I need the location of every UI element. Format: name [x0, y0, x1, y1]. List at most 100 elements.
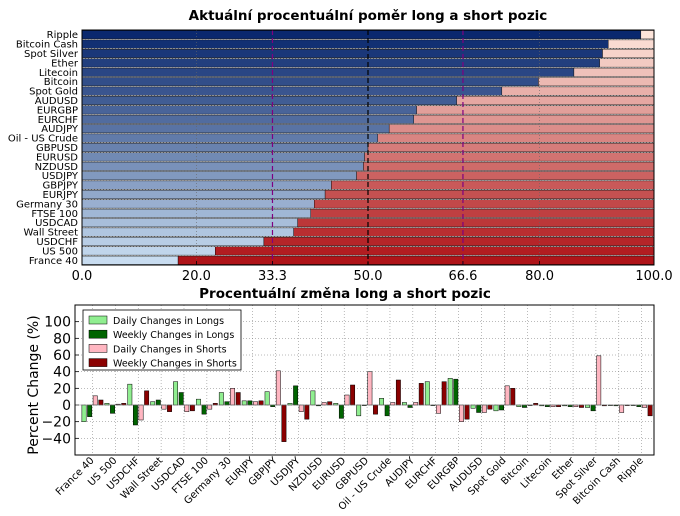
- change-bar: [87, 404, 93, 417]
- x-tick-label: 50.0: [354, 269, 383, 284]
- long-bar: [81, 124, 390, 134]
- short-bar: [356, 171, 655, 181]
- long-bar: [81, 49, 603, 58]
- legend-label: Weekly Changes in Shorts: [113, 359, 237, 370]
- short-bar: [456, 96, 655, 105]
- short-bar: [364, 152, 655, 162]
- change-bar: [184, 404, 190, 412]
- category-label: Ripple: [616, 455, 646, 485]
- long-bar: [81, 161, 364, 171]
- category-label: USDCAD: [35, 218, 78, 229]
- long-bar: [81, 105, 417, 115]
- x-tick-label: 20.0: [182, 269, 211, 284]
- change-bar: [344, 394, 350, 406]
- change-bar: [619, 404, 625, 413]
- y-tick-label: 100: [44, 315, 71, 331]
- short-bar: [602, 49, 655, 58]
- long-bar: [81, 255, 179, 265]
- change-bar: [207, 404, 213, 410]
- long-bar: [81, 86, 503, 96]
- short-bar: [573, 67, 655, 77]
- change-bar: [453, 378, 459, 406]
- change-bar: [458, 404, 464, 422]
- change-bar: [522, 404, 527, 408]
- change-bar: [504, 385, 510, 406]
- bottom-plot-frame: [74, 304, 655, 456]
- change-bar: [373, 404, 378, 415]
- y-tick-label: 80: [53, 331, 71, 347]
- category-label: Oil - US Crude: [8, 134, 78, 145]
- change-bar: [338, 404, 344, 419]
- category-label: EURGBP: [37, 105, 78, 116]
- long-bar: [81, 67, 575, 77]
- legend-label: Weekly Changes in Longs: [113, 330, 234, 341]
- category-label: NZDUSD: [35, 162, 79, 173]
- change-bar: [464, 404, 470, 420]
- change-bar: [178, 392, 184, 406]
- y-tick-label: 20: [53, 381, 71, 397]
- change-bar: [476, 404, 482, 413]
- category-label: EURCHF: [38, 115, 79, 126]
- change-bar: [418, 383, 424, 406]
- change-bar: [275, 370, 281, 406]
- change-bar: [298, 404, 304, 412]
- change-bar: [293, 385, 299, 406]
- long-bar: [81, 199, 315, 209]
- long-bar: [81, 152, 365, 162]
- long-bar: [81, 246, 216, 256]
- legend-swatch: [88, 315, 108, 325]
- change-bar: [481, 404, 487, 413]
- change-bar: [424, 381, 430, 406]
- short-bar: [324, 190, 655, 199]
- short-bar: [640, 30, 655, 40]
- change-bar: [235, 392, 241, 406]
- category-label: EURUSD: [36, 152, 78, 163]
- change-bar: [132, 404, 138, 426]
- short-bar: [501, 86, 655, 96]
- change-bar: [189, 404, 195, 412]
- change-bar: [395, 379, 401, 406]
- change-bar: [247, 400, 253, 406]
- long-bar: [81, 114, 414, 124]
- long-bar: [81, 227, 294, 237]
- change-bar: [350, 384, 356, 406]
- change-bar: [441, 381, 447, 406]
- long-bar: [81, 39, 609, 49]
- bottom-chart-title: Procentuální změna long a short pozic: [199, 286, 491, 302]
- y-tick-label: 60: [53, 348, 71, 364]
- long-bar: [81, 143, 369, 152]
- change-bar: [92, 395, 98, 406]
- long-bar: [81, 77, 539, 87]
- legend-swatch: [88, 329, 108, 339]
- short-bar: [608, 39, 655, 49]
- change-bar: [310, 390, 316, 406]
- x-tick-label: 100.0: [635, 269, 672, 284]
- change-bar: [642, 404, 647, 408]
- change-bar: [510, 388, 516, 406]
- category-label: GBPUSD: [36, 143, 78, 154]
- change-bar: [436, 404, 441, 414]
- category-label: Spot Gold: [29, 87, 78, 98]
- bottom-chart-legend: Daily Changes in Longs Weekly Changes in …: [82, 309, 242, 371]
- change-bar: [585, 404, 590, 408]
- change-bar: [367, 371, 373, 406]
- category-label: Bitcoin Cash: [16, 40, 78, 51]
- long-bar: [81, 171, 357, 181]
- long-bar: [81, 133, 378, 143]
- change-bar: [81, 404, 87, 422]
- short-bar: [293, 227, 655, 237]
- long-bar: [81, 180, 332, 190]
- change-bar: [590, 404, 596, 412]
- change-bar: [150, 401, 156, 406]
- category-label: Bitcoin: [44, 77, 78, 88]
- x-tick-label: 33.3: [258, 269, 287, 284]
- change-bar: [196, 398, 201, 406]
- change-bar: [647, 404, 653, 417]
- change-bar: [327, 401, 333, 406]
- y-tick-label: −20: [41, 415, 71, 431]
- change-bar: [218, 392, 224, 406]
- change-bar: [138, 404, 144, 421]
- change-bar: [167, 404, 172, 412]
- change-bar: [230, 388, 235, 406]
